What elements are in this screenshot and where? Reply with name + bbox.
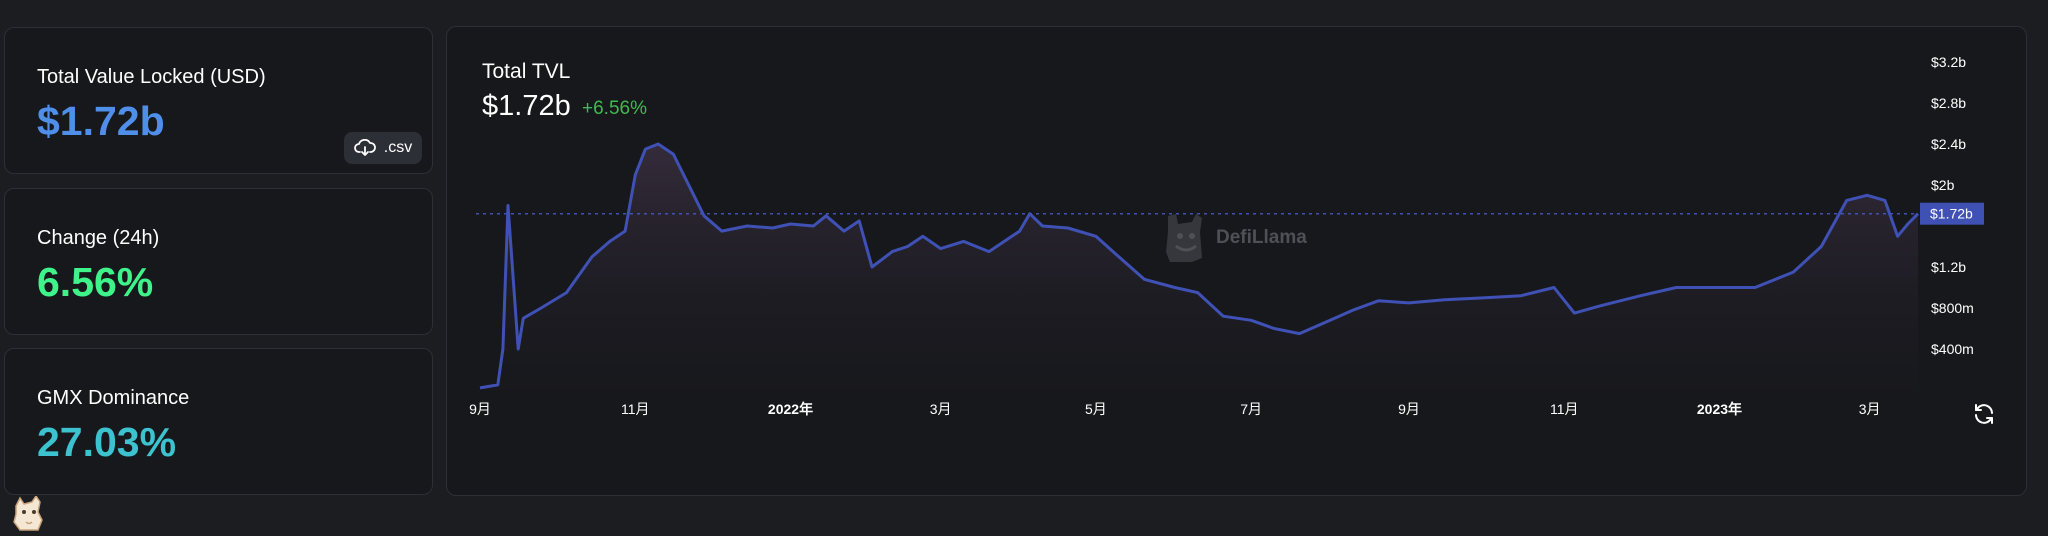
dominance-card: GMX Dominance 27.03% xyxy=(4,348,433,495)
x-tick-label: 3月 xyxy=(1859,401,1881,417)
x-tick-label: 3月 xyxy=(930,401,952,417)
tvl-label: Total Value Locked (USD) xyxy=(37,66,266,88)
x-tick-label: 7月 xyxy=(1240,401,1262,417)
y-tick-label: $1.2b xyxy=(1931,259,1966,275)
llama-mascot-icon[interactable] xyxy=(12,496,44,532)
download-csv-button[interactable]: .csv xyxy=(344,132,422,164)
x-tick-label: 2023年 xyxy=(1697,401,1742,417)
dominance-label: GMX Dominance xyxy=(37,387,190,409)
current-value-tag xyxy=(1920,202,1984,225)
y-tick-label: $400m xyxy=(1931,341,1974,357)
chart-card xyxy=(446,26,2027,496)
x-tick-label: 2022年 xyxy=(768,401,813,417)
chart-title: Total TVL xyxy=(482,60,571,83)
csv-label: .csv xyxy=(383,139,413,156)
change-card: Change (24h) 6.56% xyxy=(4,188,433,335)
defillama-watermark: DefiLlama xyxy=(1162,212,1307,264)
tvl-card: Total Value Locked (USD) $1.72b xyxy=(4,27,433,174)
tvl-value: $1.72b xyxy=(37,98,165,144)
chart-change: +6.56% xyxy=(582,98,647,119)
y-tick-label: $2.8b xyxy=(1931,95,1966,111)
refresh-button[interactable] xyxy=(1972,402,1996,426)
y-tick-label: $2.4b xyxy=(1931,136,1966,152)
watermark-text: DefiLlama xyxy=(1216,227,1307,248)
y-tick-label: $3.2b xyxy=(1931,54,1966,70)
x-tick-label: 9月 xyxy=(469,401,491,417)
refresh-icon xyxy=(1975,404,1993,424)
change-label: Change (24h) xyxy=(37,227,160,249)
y-tick-label: $2b xyxy=(1931,177,1955,193)
x-tick-label: 11月 xyxy=(621,401,650,417)
cloud-download-icon xyxy=(353,139,376,156)
chart-value: $1.72b xyxy=(482,90,571,122)
x-tick-label: 9月 xyxy=(1398,401,1420,417)
dominance-value: 27.03% xyxy=(37,419,177,465)
y-tick-label: $800m xyxy=(1931,300,1974,316)
llama-logo-icon xyxy=(1166,214,1202,262)
current-value-label: $1.72b xyxy=(1930,206,1973,222)
tvl-line xyxy=(479,142,1920,390)
change-value: 6.56% xyxy=(37,259,154,305)
tvl-area xyxy=(480,144,1918,390)
x-tick-label: 5月 xyxy=(1085,401,1107,417)
x-tick-label: 11月 xyxy=(1550,401,1579,417)
